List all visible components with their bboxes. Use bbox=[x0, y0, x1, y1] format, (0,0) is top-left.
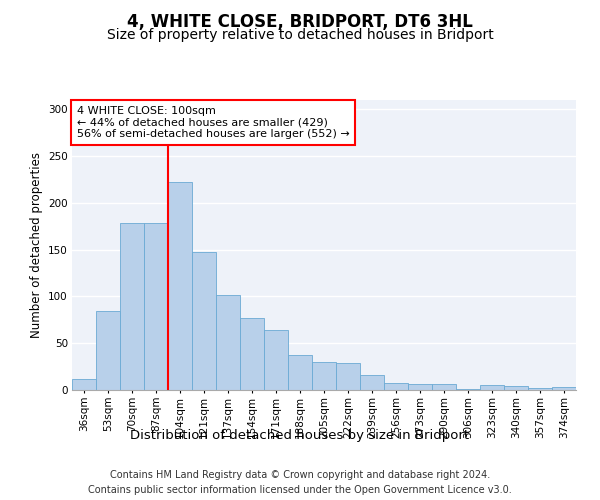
Text: Contains public sector information licensed under the Open Government Licence v3: Contains public sector information licen… bbox=[88, 485, 512, 495]
Bar bbox=[312, 362, 336, 390]
Bar bbox=[72, 379, 96, 390]
Bar bbox=[120, 224, 144, 390]
Bar bbox=[480, 386, 504, 390]
Bar bbox=[96, 312, 120, 390]
Bar bbox=[168, 182, 192, 390]
Bar bbox=[144, 224, 168, 390]
Bar bbox=[504, 386, 528, 390]
Text: 4, WHITE CLOSE, BRIDPORT, DT6 3HL: 4, WHITE CLOSE, BRIDPORT, DT6 3HL bbox=[127, 12, 473, 30]
Bar bbox=[408, 384, 432, 390]
Bar bbox=[552, 387, 576, 390]
Text: Size of property relative to detached houses in Bridport: Size of property relative to detached ho… bbox=[107, 28, 493, 42]
Text: Contains HM Land Registry data © Crown copyright and database right 2024.: Contains HM Land Registry data © Crown c… bbox=[110, 470, 490, 480]
Bar bbox=[384, 384, 408, 390]
Bar bbox=[216, 294, 240, 390]
Y-axis label: Number of detached properties: Number of detached properties bbox=[29, 152, 43, 338]
Bar bbox=[240, 318, 264, 390]
Text: Distribution of detached houses by size in Bridport: Distribution of detached houses by size … bbox=[130, 428, 470, 442]
Bar bbox=[456, 389, 480, 390]
Bar bbox=[288, 356, 312, 390]
Bar bbox=[360, 375, 384, 390]
Bar bbox=[192, 252, 216, 390]
Bar bbox=[336, 363, 360, 390]
Bar bbox=[264, 330, 288, 390]
Text: 4 WHITE CLOSE: 100sqm
← 44% of detached houses are smaller (429)
56% of semi-det: 4 WHITE CLOSE: 100sqm ← 44% of detached … bbox=[77, 106, 350, 139]
Bar bbox=[528, 388, 552, 390]
Bar bbox=[432, 384, 456, 390]
